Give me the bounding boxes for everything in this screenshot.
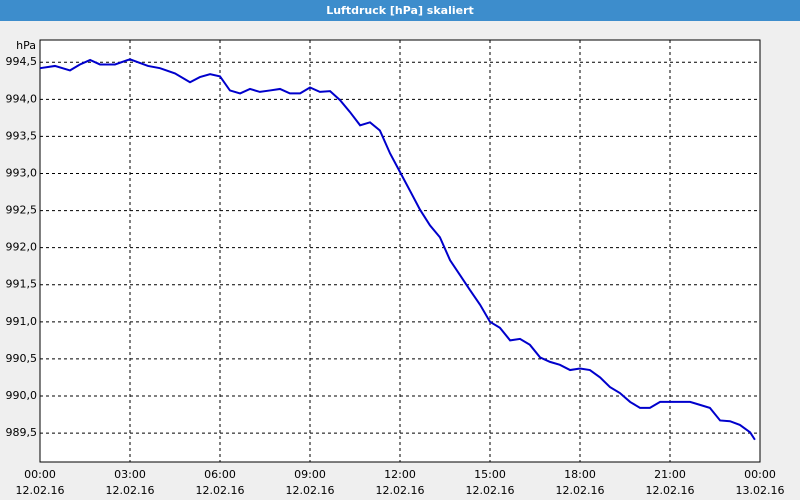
y-tick-label: 989,5 <box>6 426 38 439</box>
chart-title: Luftdruck [hPa] skaliert <box>326 4 474 17</box>
x-tick-label: 21:00 <box>654 468 686 481</box>
x-tick-date: 12.02.16 <box>106 484 155 497</box>
title-bar <box>0 0 800 21</box>
x-tick-label: 12:00 <box>384 468 416 481</box>
x-tick-label: 00:00 <box>24 468 56 481</box>
y-axis-label: hPa <box>16 39 36 52</box>
x-tick-date: 12.02.16 <box>646 484 695 497</box>
y-tick-label: 994,0 <box>6 92 38 105</box>
x-tick-date: 12.02.16 <box>466 484 515 497</box>
y-tick-label: 993,0 <box>6 166 38 179</box>
x-tick-label: 03:00 <box>114 468 146 481</box>
y-tick-label: 994,5 <box>6 55 38 68</box>
y-tick-label: 991,5 <box>6 278 38 291</box>
y-tick-label: 990,5 <box>6 352 38 365</box>
x-tick-label: 18:00 <box>564 468 596 481</box>
x-tick-date: 12.02.16 <box>196 484 245 497</box>
y-tick-label: 991,0 <box>6 315 38 328</box>
x-tick-label: 00:00 <box>744 468 776 481</box>
x-tick-date: 12.02.16 <box>376 484 425 497</box>
x-tick-label: 06:00 <box>204 468 236 481</box>
x-tick-date: 12.02.16 <box>286 484 335 497</box>
data-line <box>39 58 756 441</box>
y-tick-label: 992,0 <box>6 241 38 254</box>
y-tick-label: 992,5 <box>6 204 38 217</box>
x-tick-date: 12.02.16 <box>16 484 65 497</box>
x-tick-date: 12.02.16 <box>556 484 605 497</box>
y-tick-label: 993,5 <box>6 129 38 142</box>
y-tick-label: 990,0 <box>6 389 38 402</box>
x-tick-date: 13.02.16 <box>736 484 785 497</box>
x-tick-label: 09:00 <box>294 468 326 481</box>
x-tick-label: 15:00 <box>474 468 506 481</box>
